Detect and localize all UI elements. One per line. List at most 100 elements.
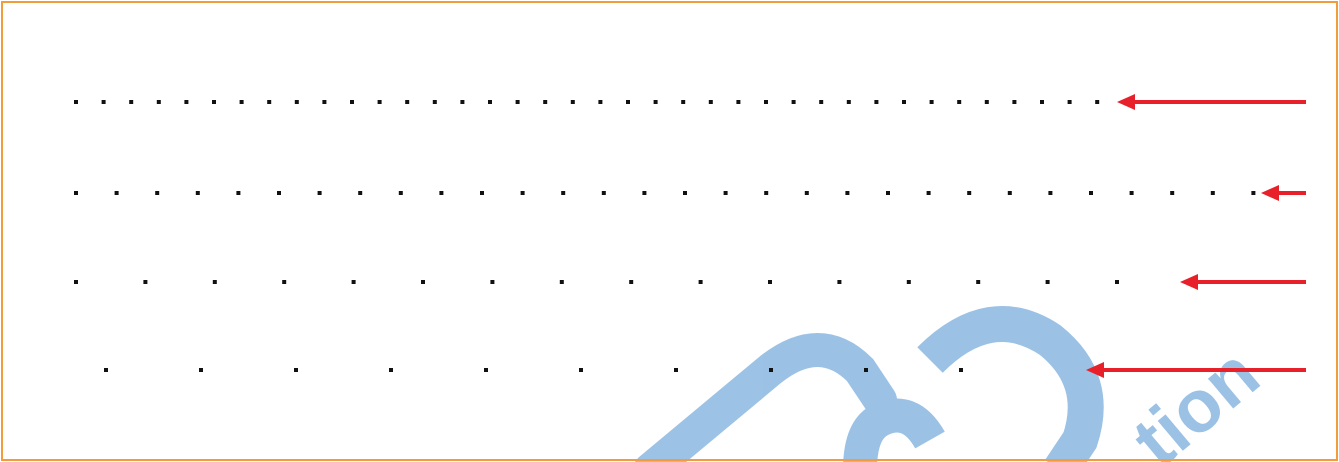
- dot: [698, 280, 703, 284]
- dot: [570, 100, 575, 104]
- dot: [74, 191, 78, 195]
- dot: [626, 100, 630, 104]
- arrow-head: [1086, 362, 1104, 378]
- dot: [629, 280, 634, 284]
- dot: [432, 100, 437, 104]
- dot: [1089, 191, 1093, 195]
- dot: [114, 191, 119, 195]
- dot: [976, 280, 981, 284]
- dot: [520, 191, 525, 195]
- dot: [389, 368, 393, 372]
- dot: [543, 100, 548, 104]
- dot: [1210, 191, 1215, 195]
- dot: [769, 368, 773, 372]
- dot: [377, 100, 382, 104]
- dot: [929, 100, 934, 104]
- dot: [74, 100, 78, 104]
- dot: [294, 100, 299, 104]
- dot: [460, 100, 465, 104]
- dot: [764, 100, 768, 104]
- dot: [819, 100, 824, 104]
- dot: [846, 100, 851, 104]
- dot: [350, 100, 354, 104]
- watermark-d-shape: [917, 306, 1104, 462]
- dot: [129, 100, 134, 104]
- watermark-inner-arc: [843, 398, 945, 462]
- dot: [967, 191, 972, 195]
- dot: [984, 100, 989, 104]
- dot: [845, 191, 850, 195]
- arrow-row-3: [1180, 274, 1306, 290]
- dot: [768, 280, 772, 284]
- dot: [1095, 100, 1100, 104]
- arrow-row-4: [1086, 362, 1306, 378]
- dot: [681, 100, 686, 104]
- dot: [294, 368, 298, 372]
- dot: [1129, 191, 1134, 195]
- dot-row-4: [104, 368, 963, 372]
- dot: [239, 100, 244, 104]
- dot: [155, 191, 160, 195]
- dot: [957, 100, 962, 104]
- dot: [488, 100, 492, 104]
- dot: [74, 280, 78, 284]
- watermark-left-arc: [635, 333, 897, 462]
- arrow-row-1: [1117, 94, 1306, 110]
- dot: [236, 191, 241, 195]
- dot: [723, 191, 728, 195]
- dot: [579, 368, 583, 372]
- dot: [1048, 191, 1053, 195]
- dot: [184, 100, 189, 104]
- dot: [156, 100, 161, 104]
- dot: [405, 100, 410, 104]
- dot: [886, 191, 890, 195]
- dot: [1045, 280, 1050, 284]
- dot: [421, 280, 425, 284]
- dot: [1040, 100, 1044, 104]
- dot: [398, 191, 403, 195]
- dot: [683, 191, 687, 195]
- dot: [1007, 191, 1012, 195]
- dot: [559, 280, 564, 284]
- dot: [902, 100, 906, 104]
- dot: [653, 100, 658, 104]
- dot: [874, 100, 879, 104]
- dot: [864, 368, 868, 372]
- dot-row-3: [74, 280, 1189, 284]
- dot: [642, 191, 647, 195]
- watermark-logo: tion: [635, 306, 1274, 462]
- dot: [480, 191, 484, 195]
- dot: [490, 280, 495, 284]
- dot: [1170, 191, 1175, 195]
- dot: [804, 191, 809, 195]
- dot: [104, 368, 108, 372]
- dot: [199, 368, 203, 372]
- dot: [598, 100, 603, 104]
- dot: [515, 100, 520, 104]
- dot: [1251, 191, 1256, 195]
- dot-row-1: [74, 100, 1100, 104]
- arrow-row-2: [1261, 185, 1306, 201]
- dot: [277, 191, 281, 195]
- dot: [212, 280, 217, 284]
- dot: [959, 368, 963, 372]
- dot: [837, 280, 842, 284]
- dot: [317, 191, 322, 195]
- dot: [358, 191, 363, 195]
- dot: [708, 100, 713, 104]
- dot: [143, 280, 148, 284]
- dot: [351, 280, 356, 284]
- dot: [764, 191, 769, 195]
- dot: [439, 191, 444, 195]
- dot: [1012, 100, 1017, 104]
- dot: [906, 280, 911, 284]
- dot: [791, 100, 796, 104]
- dot: [736, 100, 741, 104]
- dot: [674, 368, 678, 372]
- arrow-head: [1180, 274, 1198, 290]
- arrows: [1086, 94, 1306, 378]
- dot: [322, 100, 327, 104]
- dot: [212, 100, 216, 104]
